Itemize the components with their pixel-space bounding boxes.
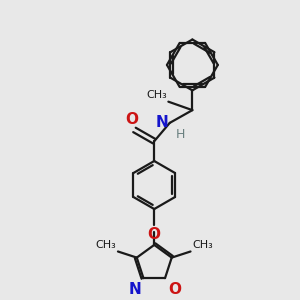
Text: O: O (148, 227, 161, 242)
Text: CH₃: CH₃ (192, 240, 213, 250)
Text: H: H (176, 128, 185, 141)
Text: CH₃: CH₃ (146, 90, 167, 100)
Text: N: N (156, 116, 168, 130)
Text: N: N (128, 281, 141, 296)
Text: CH₃: CH₃ (96, 240, 116, 250)
Text: O: O (168, 281, 181, 296)
Text: O: O (126, 112, 139, 127)
